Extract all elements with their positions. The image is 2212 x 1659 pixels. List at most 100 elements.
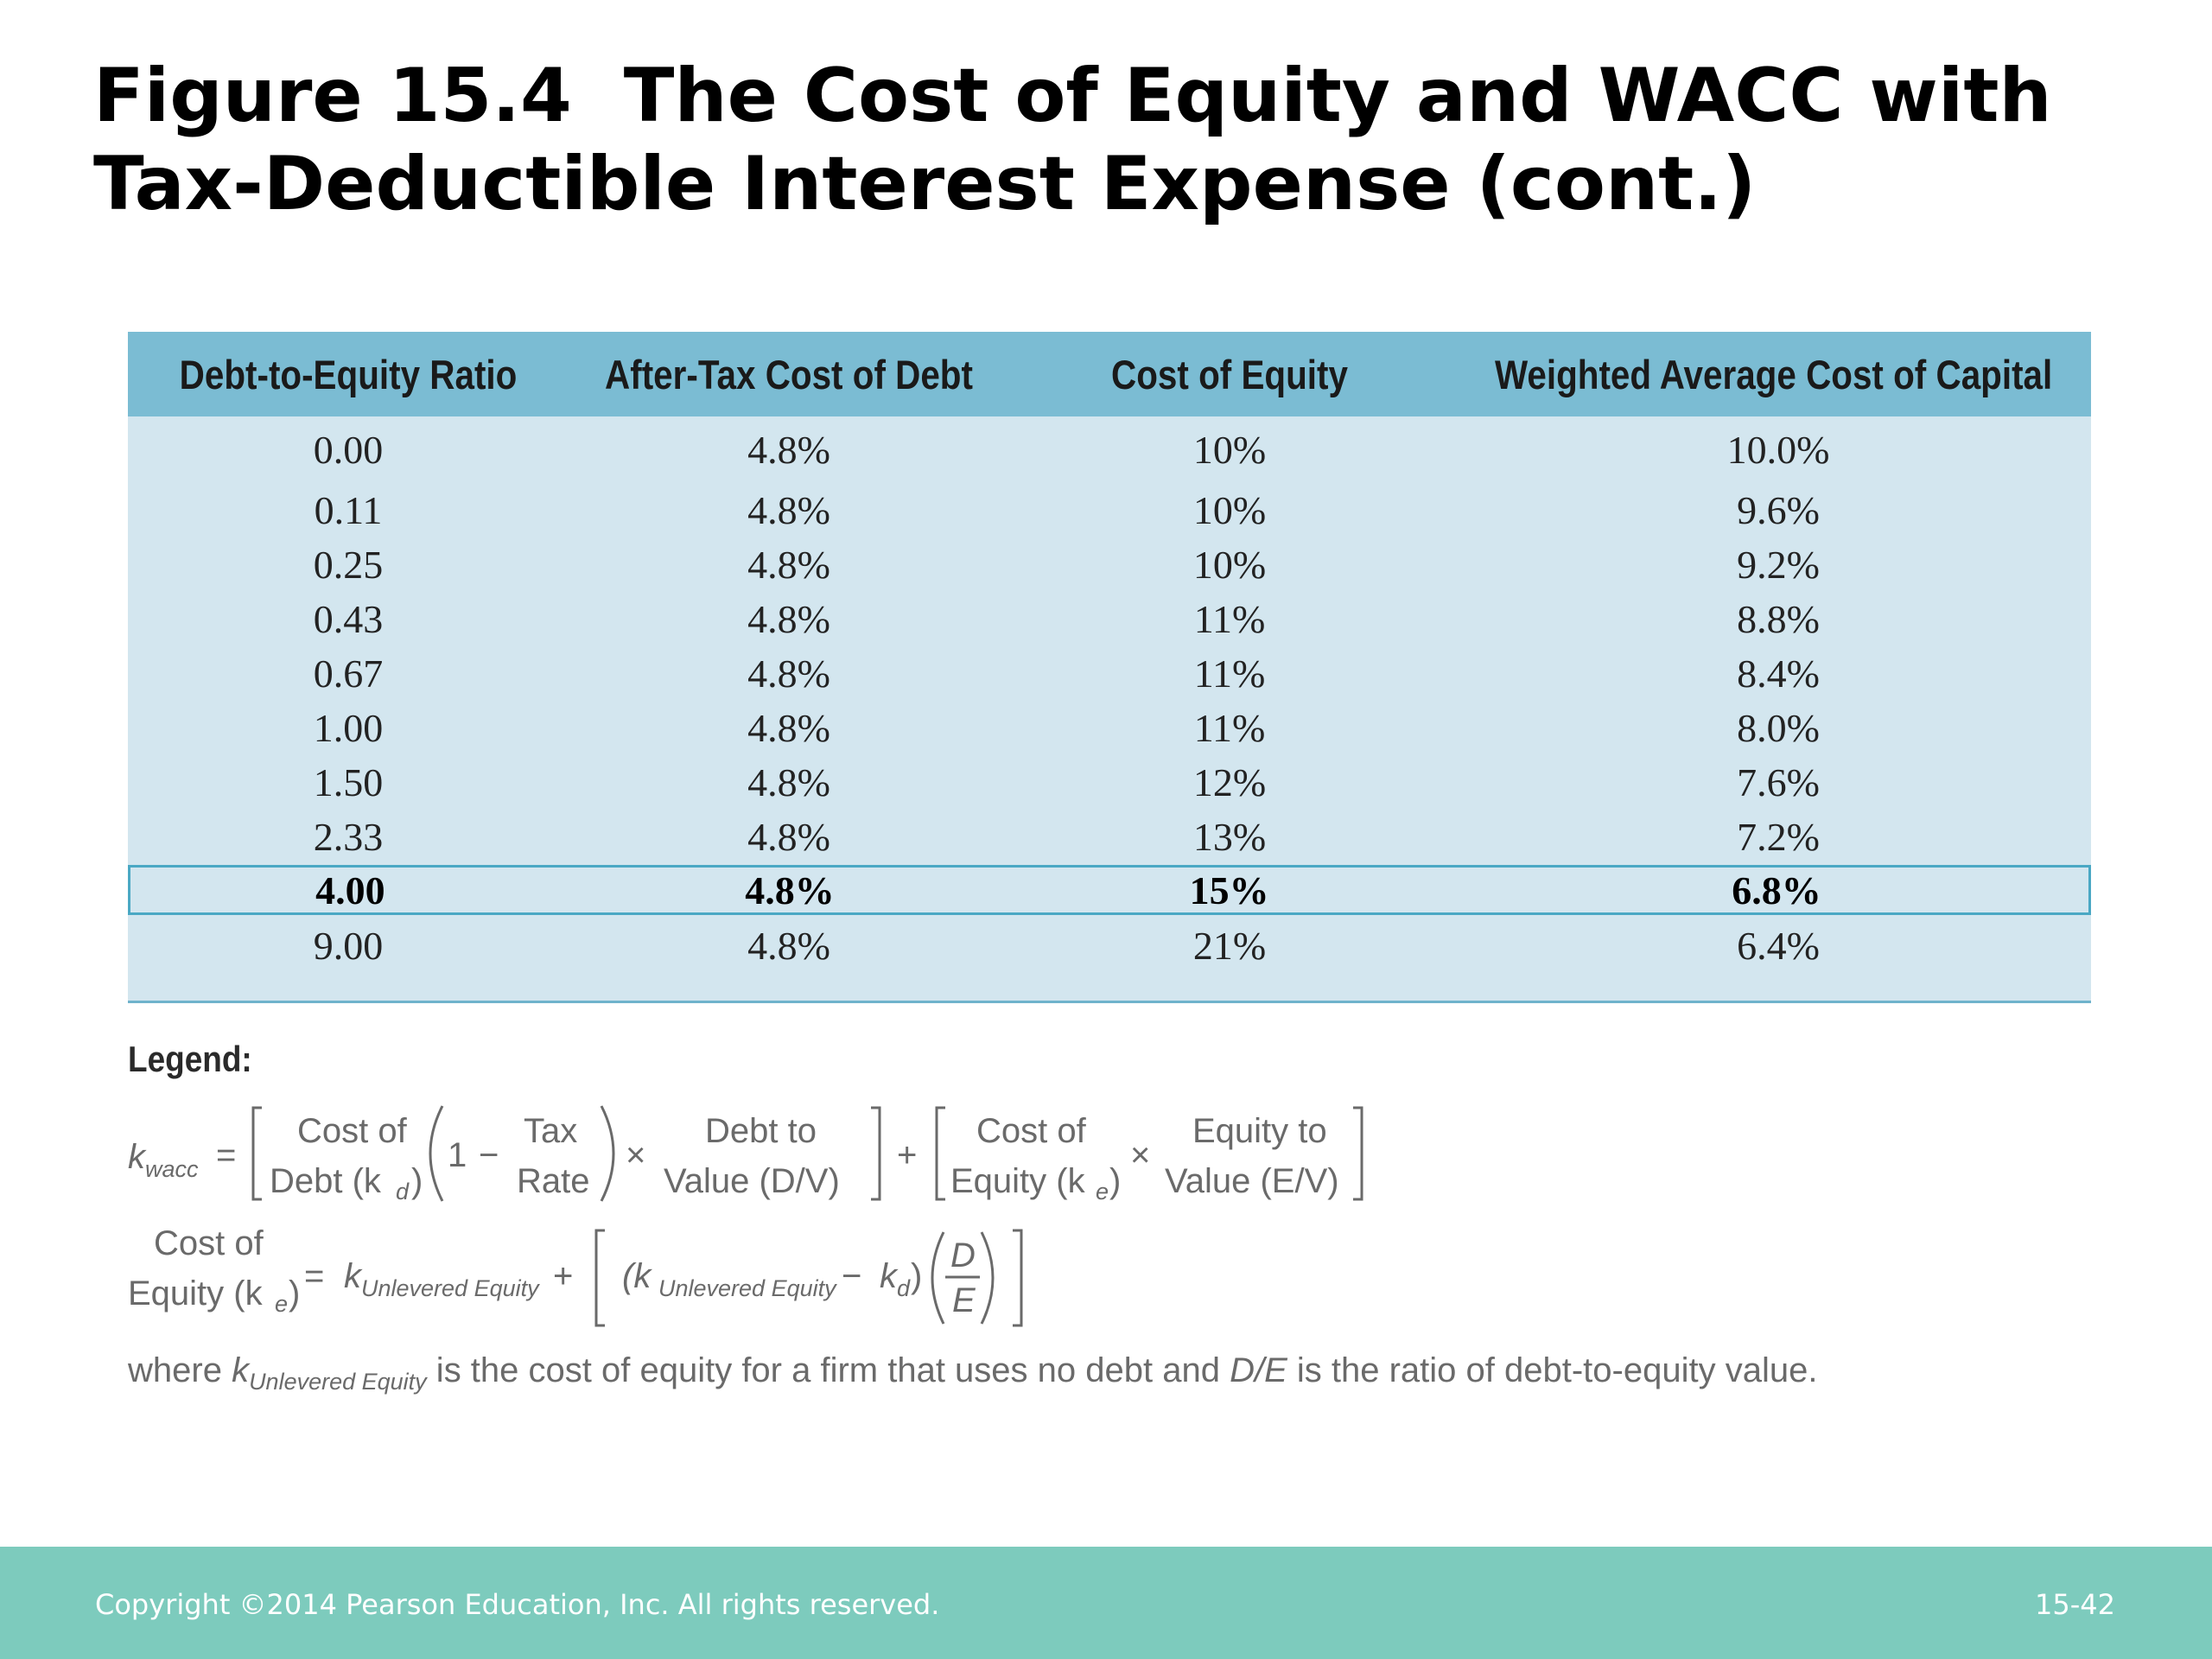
formula2-k-sub: Unlevered Equity [361, 1275, 540, 1301]
cell-cost-of-debt: 4.8% [747, 923, 830, 968]
table-row: 1.00 4.8% 11% 8.0% [128, 703, 2091, 752]
formula-rate: Rate [517, 1162, 590, 1200]
formula-close-paren: ) [411, 1162, 423, 1200]
cell-de-ratio: 2.33 [313, 814, 384, 859]
formula-tax: Tax [524, 1112, 577, 1150]
cell-cost-of-equity: 12% [1192, 760, 1267, 804]
formula2-k-sub-2: Unlevered Equity [658, 1275, 837, 1301]
formula-one: 1 [448, 1136, 467, 1174]
cell-cost-of-equity: 21% [1192, 923, 1267, 968]
formula-times-2: × [1130, 1136, 1150, 1174]
formula-minus: − [479, 1136, 499, 1174]
cell-de-ratio: 1.50 [313, 760, 384, 804]
table-row: 0.25 4.8% 10% 9.2% [128, 540, 2091, 588]
cell-cost-of-debt: 4.8% [747, 487, 830, 532]
cell-cost-of-debt: 4.8% [747, 427, 830, 472]
table-row: 0.00 4.8% 10% 10.0% [128, 425, 2091, 474]
cell-de-ratio: 0.00 [313, 427, 384, 472]
cell-cost-of-equity: 10% [1192, 487, 1267, 532]
cell-wacc: 7.2% [1737, 814, 1820, 859]
cost-of-equity-formula: Cost of Equity (k e ) = k Unlevered Equi… [128, 1222, 1251, 1334]
formula2-bracket-open [594, 1229, 605, 1327]
page-number: 15-42 [2035, 1588, 2115, 1621]
footer-bar [0, 1547, 2212, 1659]
formula-value-ev: Value (E/V) [1165, 1162, 1339, 1200]
formula2-k2: k [880, 1257, 899, 1295]
formula-value-dv: Value (D/V) [664, 1162, 840, 1200]
formula2-paren-close [980, 1231, 995, 1325]
header-cost-of-equity: Cost of Equity [1111, 351, 1348, 397]
formula2-bracket-close [1013, 1229, 1023, 1327]
cell-cost-of-debt: 4.8% [747, 814, 830, 859]
formula-debt-kd: Debt (k [270, 1162, 382, 1200]
formula-cost-of: Cost of [297, 1112, 408, 1150]
legend-where-note: where kUnlevered Equity is the cost of e… [128, 1351, 1817, 1395]
formula-e-sub: e [1096, 1179, 1109, 1205]
formula2-close: ) [911, 1257, 922, 1295]
paren-open [429, 1105, 444, 1202]
table-header-row: Debt-to-Equity Ratio After-Tax Cost of D… [128, 332, 2091, 416]
cell-de-ratio: 1.00 [313, 705, 384, 750]
table-row-highlighted: 4.00 4.8% 15% 6.8% [128, 865, 2091, 915]
wacc-table: Debt-to-Equity Ratio After-Tax Cost of D… [128, 332, 2091, 1003]
cell-de-ratio: 4.00 [315, 868, 385, 912]
header-wacc: Weighted Average Cost of Capital [1494, 351, 2053, 397]
cell-cost-of-equity: 13% [1192, 814, 1267, 859]
cell-cost-of-debt: 4.8% [747, 705, 830, 750]
bracket-close-2 [1353, 1106, 1363, 1201]
formula2-cost-of: Cost of [154, 1224, 264, 1262]
slide-title: Figure 15.4 The Cost of Equity and WACC … [93, 52, 2150, 228]
cell-wacc: 6.8% [1732, 868, 1821, 912]
paren-close [600, 1105, 615, 1202]
copyright-text: Copyright ©2014 Pearson Education, Inc. … [95, 1588, 940, 1621]
table-row: 0.67 4.8% 11% 8.4% [128, 649, 2091, 697]
table-row: 9.00 4.8% 21% 6.4% [128, 921, 2091, 969]
cell-cost-of-equity: 11% [1193, 705, 1266, 750]
cell-wacc: 9.2% [1737, 542, 1820, 587]
formula2-paren-open [931, 1231, 945, 1325]
bracket-open-1 [251, 1106, 262, 1201]
where-suffix: is the ratio of debt-to-equity value. [1287, 1351, 1818, 1389]
where-prefix: where [128, 1351, 232, 1389]
cell-de-ratio: 0.11 [314, 487, 383, 532]
cell-de-ratio: 0.43 [313, 596, 384, 641]
formula-debt-to: Debt to [705, 1112, 817, 1150]
cell-de-ratio: 0.25 [313, 542, 384, 587]
cell-cost-of-debt: 4.8% [747, 596, 830, 641]
bracket-close-1 [871, 1106, 881, 1201]
cell-wacc: 9.6% [1737, 487, 1820, 532]
formula2-E: E [952, 1281, 976, 1319]
formula2-minus: − [842, 1257, 861, 1295]
cell-cost-of-equity: 10% [1192, 427, 1267, 472]
cell-cost-of-debt: 4.8% [747, 760, 830, 804]
formula-d-sub: d [396, 1179, 410, 1205]
formula2-e-sub: e [275, 1291, 288, 1317]
formula2-eq: = [304, 1257, 324, 1295]
cell-wacc: 8.8% [1737, 596, 1820, 641]
where-mid: is the cost of equity for a firm that us… [426, 1351, 1230, 1389]
table-row: 0.11 4.8% 10% 9.6% [128, 486, 2091, 534]
formula-k: k [128, 1138, 147, 1176]
cell-cost-of-equity: 10% [1192, 542, 1267, 587]
cell-wacc: 10.0% [1726, 427, 1830, 472]
cell-wacc: 6.4% [1737, 923, 1820, 968]
where-de: D/E [1230, 1351, 1287, 1389]
formula2-plus: + [553, 1257, 573, 1295]
cell-cost-of-debt: 4.8% [747, 542, 830, 587]
wacc-formula: k wacc = Cost of Debt (k d ) 1 − Tax Rat… [128, 1097, 1389, 1210]
cell-cost-of-equity: 11% [1193, 651, 1266, 696]
formula2-equity-ke: Equity (k [128, 1274, 264, 1313]
formula2-d-sub: d [897, 1275, 911, 1301]
formula2-k: k [344, 1257, 363, 1295]
legend-heading: Legend: [128, 1039, 252, 1079]
cell-wacc: 8.0% [1737, 705, 1820, 750]
bracket-open-2 [935, 1106, 945, 1201]
slide-title-line-2: Tax-Deductible Interest Expense (cont.) [93, 141, 1757, 227]
cell-cost-of-equity: 11% [1193, 596, 1266, 641]
formula2-close-paren: ) [289, 1274, 300, 1313]
cell-cost-of-equity: 15% [1189, 868, 1269, 912]
slide-title-line-1: Figure 15.4 The Cost of Equity and WACC … [93, 53, 2052, 139]
header-after-tax-cost-of-debt: After-Tax Cost of Debt [605, 351, 973, 397]
cell-wacc: 7.6% [1737, 760, 1820, 804]
cell-cost-of-debt: 4.8% [745, 868, 835, 912]
